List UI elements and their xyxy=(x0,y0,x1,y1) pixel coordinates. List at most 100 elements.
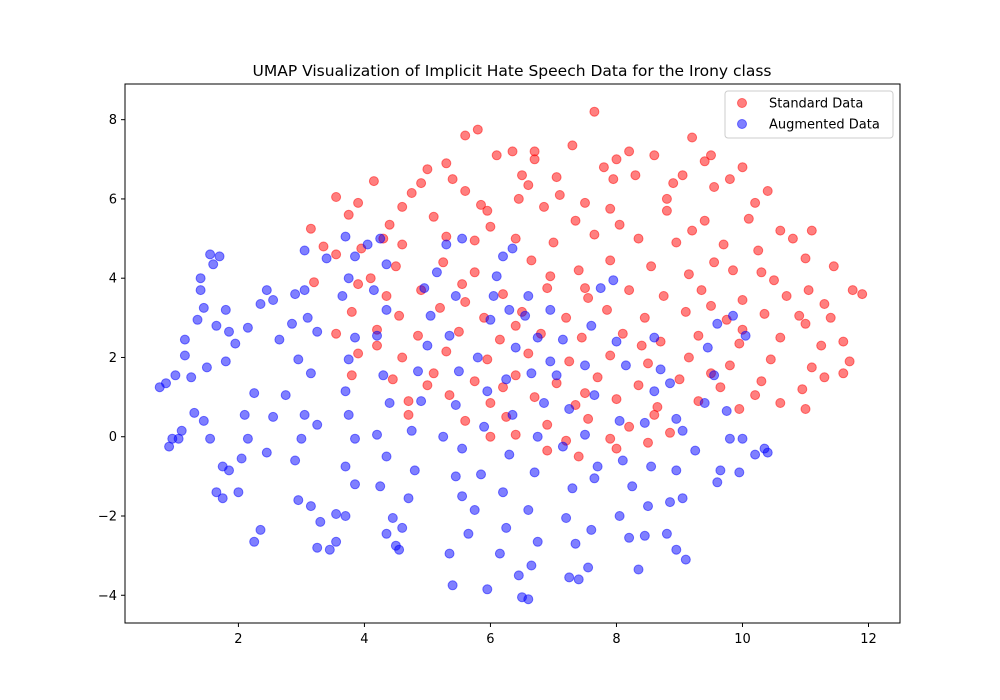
scatter-point xyxy=(636,340,647,351)
scatter-point xyxy=(340,231,351,242)
scatter-point xyxy=(611,443,622,454)
scatter-point xyxy=(201,362,212,373)
scatter-point xyxy=(529,146,540,157)
scatter-point xyxy=(816,340,827,351)
scatter-point xyxy=(583,562,594,573)
scatter-point xyxy=(192,314,203,325)
scatter-point xyxy=(268,411,279,422)
scatter-point xyxy=(611,394,622,405)
scatter-point xyxy=(368,285,379,296)
scatter-point xyxy=(340,386,351,397)
plot-area-frame xyxy=(124,83,901,624)
scatter-point xyxy=(453,366,464,377)
scatter-point xyxy=(472,352,483,363)
scatter-point xyxy=(220,356,231,367)
scatter-point xyxy=(198,415,209,426)
scatter-point xyxy=(781,291,792,301)
scatter-point xyxy=(469,505,480,515)
scatter-point xyxy=(674,374,685,385)
scatter-point xyxy=(375,233,386,244)
scatter-point xyxy=(441,158,452,169)
scatter-point xyxy=(305,368,316,379)
scatter-point xyxy=(709,182,720,192)
scatter-point xyxy=(655,364,666,375)
scatter-point xyxy=(608,174,619,185)
scatter-point xyxy=(485,314,496,325)
scatter-point xyxy=(539,201,549,212)
scatter-point xyxy=(350,251,360,262)
scatter-point xyxy=(649,332,660,343)
y-tick-label: 2 xyxy=(109,351,117,366)
scatter-point xyxy=(236,453,247,464)
scatter-point xyxy=(312,542,323,553)
scatter-point xyxy=(457,233,468,244)
scatter-point xyxy=(712,318,723,329)
scatter-point xyxy=(261,285,272,296)
scatter-point xyxy=(630,170,641,181)
scatter-point xyxy=(819,299,830,309)
scatter-point xyxy=(797,384,808,395)
scatter-point xyxy=(750,449,761,460)
scatter-point xyxy=(513,570,524,581)
scatter-point xyxy=(687,132,698,143)
scatter-point xyxy=(715,382,726,393)
scatter-point xyxy=(507,243,518,254)
scatter-point xyxy=(718,239,729,250)
scatter-point xyxy=(343,409,354,420)
y-tick-label: 6 xyxy=(109,192,117,207)
scatter-point xyxy=(580,197,590,208)
scatter-point xyxy=(173,433,184,444)
y-tick-label: −2 xyxy=(98,509,117,524)
scatter-point xyxy=(513,193,524,204)
scatter-point xyxy=(394,544,405,555)
scatter-point xyxy=(646,461,657,472)
scatter-point xyxy=(639,312,650,323)
legend-frame xyxy=(724,90,894,139)
legend-label-augmented: Augmented Data xyxy=(769,118,880,133)
scatter-point xyxy=(498,487,508,498)
scatter-point xyxy=(331,328,342,339)
scatter-point xyxy=(680,554,691,565)
scatter-point xyxy=(605,350,616,361)
scatter-point xyxy=(671,465,682,476)
scatter-point xyxy=(387,513,398,523)
scatter-point xyxy=(249,536,260,547)
scatter-point xyxy=(557,441,568,452)
scatter-point xyxy=(331,536,342,547)
scatter-point xyxy=(482,584,493,595)
scatter-point xyxy=(690,445,701,456)
scatter-point xyxy=(482,205,493,216)
scatter-point xyxy=(517,170,527,181)
scatter-point xyxy=(646,261,657,272)
scatter-point xyxy=(532,332,543,343)
scatter-point xyxy=(576,332,587,343)
scatter-point xyxy=(750,197,761,208)
scatter-point xyxy=(476,469,486,480)
scatter-point xyxy=(164,441,175,452)
scatter-point xyxy=(561,312,572,323)
scatter-point xyxy=(510,320,521,331)
scatter-point xyxy=(438,257,449,268)
scatter-point xyxy=(299,285,310,296)
scatter-point xyxy=(794,310,805,321)
scatter-point xyxy=(406,425,417,436)
scatter-point xyxy=(372,340,382,351)
scatter-point xyxy=(331,192,342,202)
legend-marker-standard xyxy=(737,98,747,108)
scatter-point xyxy=(224,465,234,476)
legend: Standard Data Augmented Data xyxy=(724,90,894,139)
scatter-point xyxy=(608,275,619,286)
scatter-point xyxy=(857,289,868,300)
scatter-point xyxy=(485,398,496,408)
scatter-point xyxy=(806,225,817,236)
scatter-point xyxy=(224,326,234,337)
scatter-point xyxy=(381,304,392,315)
scatter-point xyxy=(643,437,653,448)
scatter-point xyxy=(838,336,849,347)
scatter-point xyxy=(564,356,575,367)
scatter-point xyxy=(482,354,493,365)
scatter-point xyxy=(296,433,307,444)
scatter-point xyxy=(425,310,436,321)
scatter-point xyxy=(261,447,272,458)
